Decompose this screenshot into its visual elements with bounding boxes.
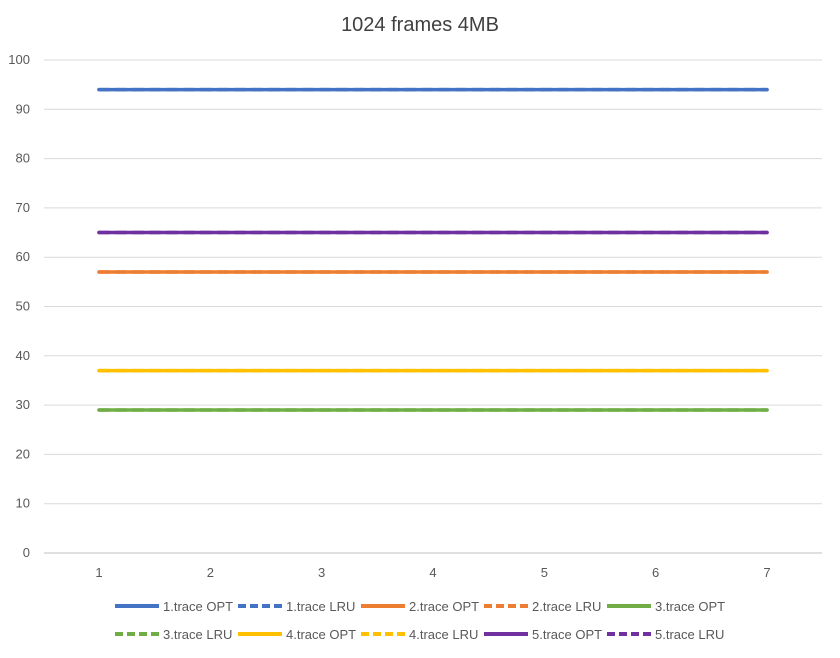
legend-item: 1.trace OPT <box>115 597 233 615</box>
y-tick-label: 70 <box>16 200 30 215</box>
y-tick-label: 90 <box>16 101 30 116</box>
legend-label: 4.trace LRU <box>409 626 479 642</box>
y-tick-label: 50 <box>16 299 30 314</box>
y-tick-label: 100 <box>8 52 30 67</box>
y-tick-label: 0 <box>23 545 30 560</box>
legend-label: 3.trace LRU <box>163 626 233 642</box>
legend-label: 1.trace OPT <box>163 598 234 614</box>
legend-item: 5.trace OPT <box>484 625 602 643</box>
legend-swatch <box>238 604 282 608</box>
y-tick-label: 30 <box>16 397 30 412</box>
legend-swatch <box>361 604 405 608</box>
legend-swatch <box>484 632 528 636</box>
legend-label: 5.trace LRU <box>655 626 725 642</box>
legend-swatch <box>115 632 159 636</box>
legend-swatch <box>484 604 528 608</box>
x-tick-label: 2 <box>207 565 214 580</box>
legend-label: 5.trace OPT <box>532 626 603 642</box>
plot-area: 0 10 20 30 40 50 60 70 80 90 100 1 2 3 4 5 6 7 <box>8 52 822 580</box>
legend-item: 5.trace LRU <box>607 625 724 643</box>
x-tick-label: 5 <box>541 565 548 580</box>
y-tick-label: 80 <box>16 151 30 166</box>
x-tick-label: 7 <box>763 565 770 580</box>
chart-title: 1024 frames 4MB <box>341 14 499 36</box>
legend-label: 2.trace LRU <box>532 598 602 614</box>
legend-label: 4.trace OPT <box>286 626 357 642</box>
legend-item: 3.trace OPT <box>607 597 725 615</box>
legend-item: 4.trace LRU <box>361 625 478 643</box>
legend-item: 2.trace OPT <box>361 597 479 615</box>
legend-item: 4.trace OPT <box>238 625 356 643</box>
legend-label: 3.trace OPT <box>655 598 726 614</box>
legend-item: 2.trace LRU <box>484 597 601 615</box>
legend-row: 3.trace LRU 4.trace OPT 4.trace LRU 5.trace… <box>0 625 840 643</box>
y-tick-label: 20 <box>16 446 30 461</box>
legend-label: 1.trace LRU <box>286 598 356 614</box>
legend-swatch <box>607 632 651 636</box>
legend-swatch <box>361 632 405 636</box>
legend-item: 1.trace LRU <box>238 597 355 615</box>
legend-swatch <box>115 604 159 608</box>
legend-label: 2.trace OPT <box>409 598 480 614</box>
x-tick-label: 1 <box>95 565 102 580</box>
x-tick-label: 3 <box>318 565 325 580</box>
x-tick-label: 6 <box>652 565 659 580</box>
y-tick-label: 10 <box>16 496 30 511</box>
y-tick-label: 40 <box>16 348 30 363</box>
legend-swatch <box>238 632 282 636</box>
y-tick-label: 60 <box>16 249 30 264</box>
legend-swatch <box>607 604 651 608</box>
legend-row: 1.trace OPT 1.trace LRU 2.trace OPT 2.trace… <box>0 597 840 615</box>
x-tick-label: 4 <box>429 565 436 580</box>
legend-item: 3.trace LRU <box>115 625 232 643</box>
